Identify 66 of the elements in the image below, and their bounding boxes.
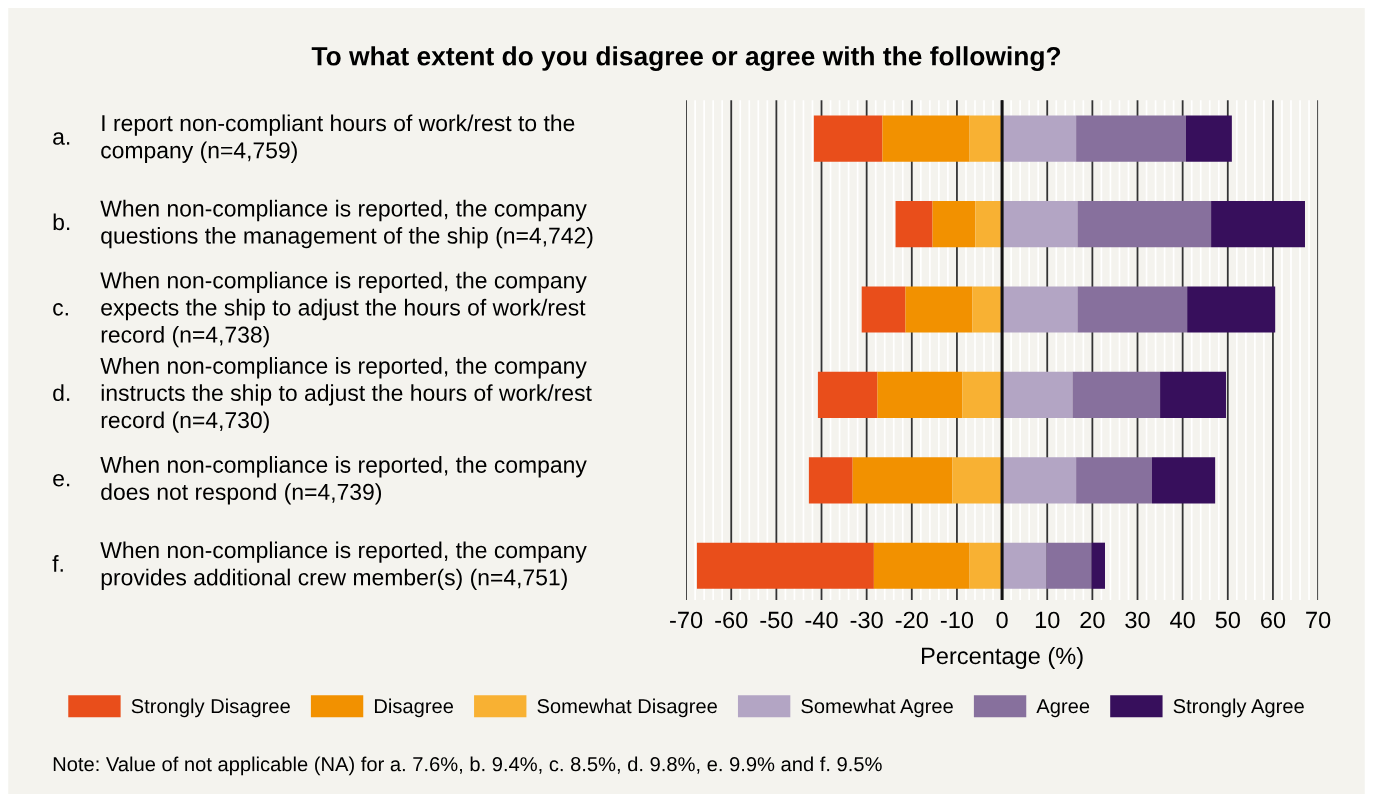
legend-label: Somewhat Agree bbox=[801, 698, 953, 718]
bar bbox=[962, 371, 1003, 418]
category-label: f. When non-compliance is reported, the company provides additional crew member(s) (n=4,751) bbox=[52, 541, 587, 590]
legend-label: Strongly Disagree bbox=[131, 698, 290, 718]
bar bbox=[873, 542, 970, 589]
bar bbox=[861, 286, 906, 333]
x-tick-label: 30 bbox=[1125, 611, 1150, 629]
legend-label: Disagree bbox=[374, 698, 454, 718]
bar bbox=[1187, 286, 1276, 333]
bar bbox=[969, 542, 1003, 589]
bar bbox=[808, 457, 853, 504]
legend-label: Strongly Agree bbox=[1173, 698, 1304, 718]
bar bbox=[952, 457, 1003, 504]
x-tick-label: -50 bbox=[760, 611, 793, 629]
bar bbox=[817, 371, 878, 418]
x-tick-label: 10 bbox=[1035, 611, 1060, 629]
bar bbox=[1077, 286, 1188, 333]
bar bbox=[1002, 457, 1077, 504]
bar bbox=[1002, 542, 1047, 589]
bar bbox=[1077, 201, 1212, 248]
text: Note: Value of not applicable (NA) for a. 7.6%, b. 9.4%, c. 8.5%, d. 9.8%, e. 9.9% and f. 9.5% bbox=[53, 756, 882, 776]
chart-title: To what extent do you disagree or agree with the following? bbox=[311, 46, 1061, 71]
bar bbox=[1211, 201, 1305, 248]
bar bbox=[1002, 286, 1078, 333]
bar bbox=[852, 457, 953, 504]
bar bbox=[975, 201, 1003, 248]
x-axis-title: Percentage (%) bbox=[922, 646, 1083, 669]
x-tick-label: -60 bbox=[715, 611, 748, 629]
bar bbox=[1046, 542, 1092, 589]
x-tick-label: 40 bbox=[1170, 611, 1195, 629]
bar bbox=[1151, 457, 1216, 504]
bar bbox=[1002, 115, 1077, 162]
legend-label: Agree bbox=[1036, 699, 1090, 718]
category-label: b. When non-compliance is reported, the company questions the management of the ship (n=4,742) bbox=[53, 199, 593, 249]
bar bbox=[696, 542, 874, 589]
x-tick-label: 0 bbox=[996, 611, 1008, 629]
bar bbox=[895, 201, 933, 248]
bar bbox=[1002, 201, 1078, 248]
category-label: e. When non-compliance is reported, the company does not respond (n=4,739) bbox=[53, 456, 587, 505]
bar bbox=[813, 115, 883, 162]
bar bbox=[1185, 115, 1232, 162]
x-tick-label: -30 bbox=[850, 611, 883, 629]
x-tick-label: -20 bbox=[895, 611, 928, 629]
category-label: a. I report non-compliant hours of work/rest to the company (n=4,759) bbox=[53, 114, 575, 163]
bar bbox=[882, 115, 970, 162]
x-tick-label: -10 bbox=[940, 611, 974, 629]
bar bbox=[1091, 542, 1106, 589]
x-tick-label: 60 bbox=[1261, 611, 1286, 629]
bar bbox=[969, 115, 1003, 162]
x-tick-label: -70 bbox=[670, 611, 703, 629]
x-tick-label: -40 bbox=[805, 611, 838, 629]
legend-label: Somewhat Disagree bbox=[537, 698, 717, 718]
bar bbox=[1076, 457, 1152, 504]
bar bbox=[932, 201, 976, 248]
bar bbox=[877, 371, 963, 418]
bar bbox=[1160, 371, 1226, 418]
category-label: c. When non-compliance is reported, the company expects the ship to adjust the hours of work/rest record (n=4,738) bbox=[53, 271, 587, 348]
bar bbox=[972, 286, 1003, 333]
bar bbox=[1002, 371, 1073, 418]
x-tick-label: 70 bbox=[1306, 611, 1331, 629]
bar bbox=[1072, 371, 1161, 418]
x-tick-label: 50 bbox=[1215, 611, 1240, 629]
category-label: d. When non-compliance is reported, the company instructs the ship to adjust the hours of work/rest record (n=4,730) bbox=[53, 357, 592, 433]
bar bbox=[905, 286, 973, 333]
x-tick-label: 20 bbox=[1080, 611, 1105, 629]
bar bbox=[1076, 115, 1186, 162]
